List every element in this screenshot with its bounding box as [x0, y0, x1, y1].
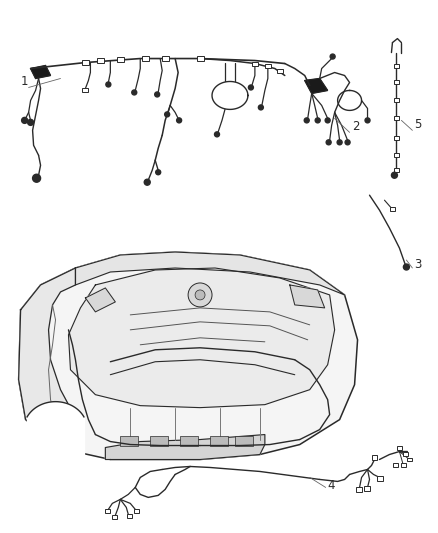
Polygon shape	[85, 288, 115, 312]
Bar	[277, 69, 283, 72]
Bar	[390, 207, 395, 211]
Circle shape	[337, 140, 342, 145]
Polygon shape	[19, 268, 81, 449]
Bar	[401, 464, 406, 467]
Circle shape	[392, 172, 397, 178]
Bar	[210, 435, 228, 446]
Bar	[82, 60, 89, 65]
Circle shape	[403, 264, 410, 270]
Text: 3: 3	[414, 258, 422, 271]
Bar	[394, 116, 399, 120]
Circle shape	[32, 174, 41, 182]
Polygon shape	[19, 252, 357, 459]
Text: 1: 1	[21, 76, 28, 88]
Bar	[97, 58, 104, 63]
Circle shape	[345, 140, 350, 145]
Bar	[127, 514, 132, 518]
Bar	[162, 56, 169, 61]
Bar	[403, 451, 408, 456]
Circle shape	[106, 82, 111, 87]
Circle shape	[155, 169, 161, 175]
Circle shape	[365, 118, 370, 123]
Bar	[407, 457, 412, 462]
Polygon shape	[305, 78, 328, 93]
Circle shape	[165, 112, 170, 117]
Bar	[394, 168, 399, 172]
Circle shape	[195, 290, 205, 300]
Text: 2: 2	[353, 120, 360, 133]
Bar	[150, 435, 168, 446]
Bar	[112, 515, 117, 519]
Bar	[378, 476, 384, 481]
Bar	[134, 510, 139, 513]
Circle shape	[215, 132, 219, 137]
Bar	[364, 486, 370, 491]
Circle shape	[315, 118, 320, 123]
Bar	[394, 136, 399, 140]
Bar	[117, 57, 124, 62]
Bar	[180, 435, 198, 446]
Polygon shape	[290, 285, 325, 308]
Polygon shape	[31, 66, 50, 78]
Bar	[394, 154, 399, 157]
Circle shape	[132, 90, 137, 95]
Bar	[394, 80, 399, 84]
Circle shape	[28, 119, 34, 125]
Bar	[393, 464, 398, 467]
Polygon shape	[75, 252, 345, 295]
Bar	[394, 63, 399, 68]
Bar	[265, 63, 271, 68]
Text: 5: 5	[414, 118, 422, 131]
Circle shape	[326, 140, 331, 145]
Bar	[371, 455, 378, 460]
Bar	[120, 435, 138, 446]
Bar	[394, 99, 399, 102]
Bar	[197, 56, 204, 61]
Bar	[105, 510, 110, 513]
Text: 4: 4	[328, 479, 335, 492]
Polygon shape	[106, 434, 265, 459]
Bar	[82, 88, 88, 92]
Circle shape	[144, 179, 150, 185]
Polygon shape	[68, 268, 335, 408]
Circle shape	[325, 118, 330, 123]
Circle shape	[330, 54, 335, 59]
Circle shape	[258, 105, 263, 110]
Bar	[356, 487, 361, 492]
Bar	[252, 61, 258, 66]
Bar	[235, 435, 253, 446]
Circle shape	[155, 92, 160, 97]
Bar	[397, 446, 402, 449]
Bar	[142, 56, 149, 61]
Circle shape	[177, 118, 182, 123]
Circle shape	[188, 283, 212, 307]
Circle shape	[304, 118, 309, 123]
Circle shape	[248, 85, 254, 90]
Circle shape	[21, 117, 28, 123]
